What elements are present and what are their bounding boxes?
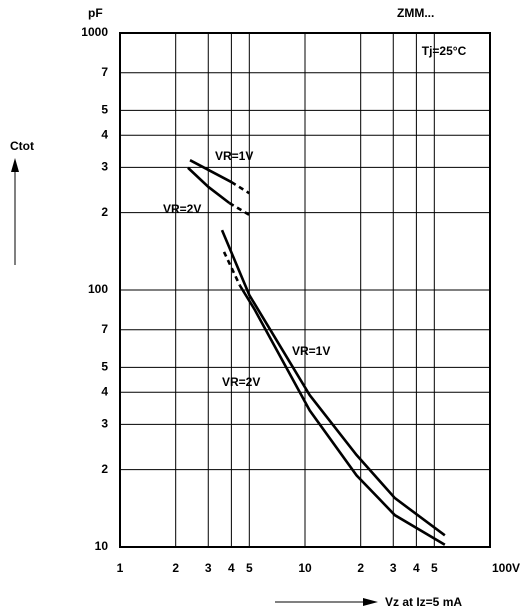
x-tick-label: 100V (492, 561, 520, 575)
curve-label: VR=1V (292, 344, 330, 358)
x-tick-label: 2 (357, 561, 364, 575)
x-tick-label: 3 (205, 561, 212, 575)
y-tick-label: 5 (101, 103, 108, 117)
x-tick-label: 5 (431, 561, 438, 575)
y-tick-label: 4 (101, 127, 108, 141)
x-axis-label: Vz at Iz=5 mA (385, 595, 462, 609)
y-tick-label: 3 (101, 160, 108, 174)
y-arrow-head (11, 158, 19, 172)
x-tick-label: 4 (413, 561, 420, 575)
y-tick-label: 3 (101, 417, 108, 431)
x-tick-label: 10 (298, 561, 312, 575)
curve (230, 180, 250, 195)
y-tick-label: 5 (101, 360, 108, 374)
y-tick-label: 4 (101, 384, 108, 398)
curve-label: VR=1V (215, 149, 253, 163)
y-tick-label: 2 (101, 205, 108, 219)
y-tick-label: 2 (101, 462, 108, 476)
x-tick-label: 3 (390, 561, 397, 575)
curve (228, 201, 250, 217)
chart-title: ZMM... (397, 6, 434, 20)
plot-frame (119, 32, 491, 548)
y-tick-label: 7 (101, 65, 108, 79)
curve-label: VR=2V (163, 202, 201, 216)
y-tick-label: 100 (88, 282, 108, 296)
x-tick-label: 2 (172, 561, 179, 575)
y-tick-label: 10 (95, 539, 109, 553)
x-tick-label: 5 (246, 561, 253, 575)
y-tick-label: 7 (101, 322, 108, 336)
curve (222, 251, 242, 287)
y-axis-label: Ctot (10, 139, 34, 153)
y-unit: pF (88, 6, 103, 20)
y-tick-label: 1000 (81, 25, 108, 39)
curve (187, 166, 231, 205)
x-arrow-head (363, 598, 378, 606)
annotation: Tj=25°C (422, 44, 467, 58)
curve (238, 284, 446, 546)
curve-label: VR=2V (222, 375, 260, 389)
curve (189, 159, 232, 184)
x-tick-label: 1 (117, 561, 124, 575)
x-tick-label: 4 (228, 561, 235, 575)
curve (220, 229, 446, 537)
